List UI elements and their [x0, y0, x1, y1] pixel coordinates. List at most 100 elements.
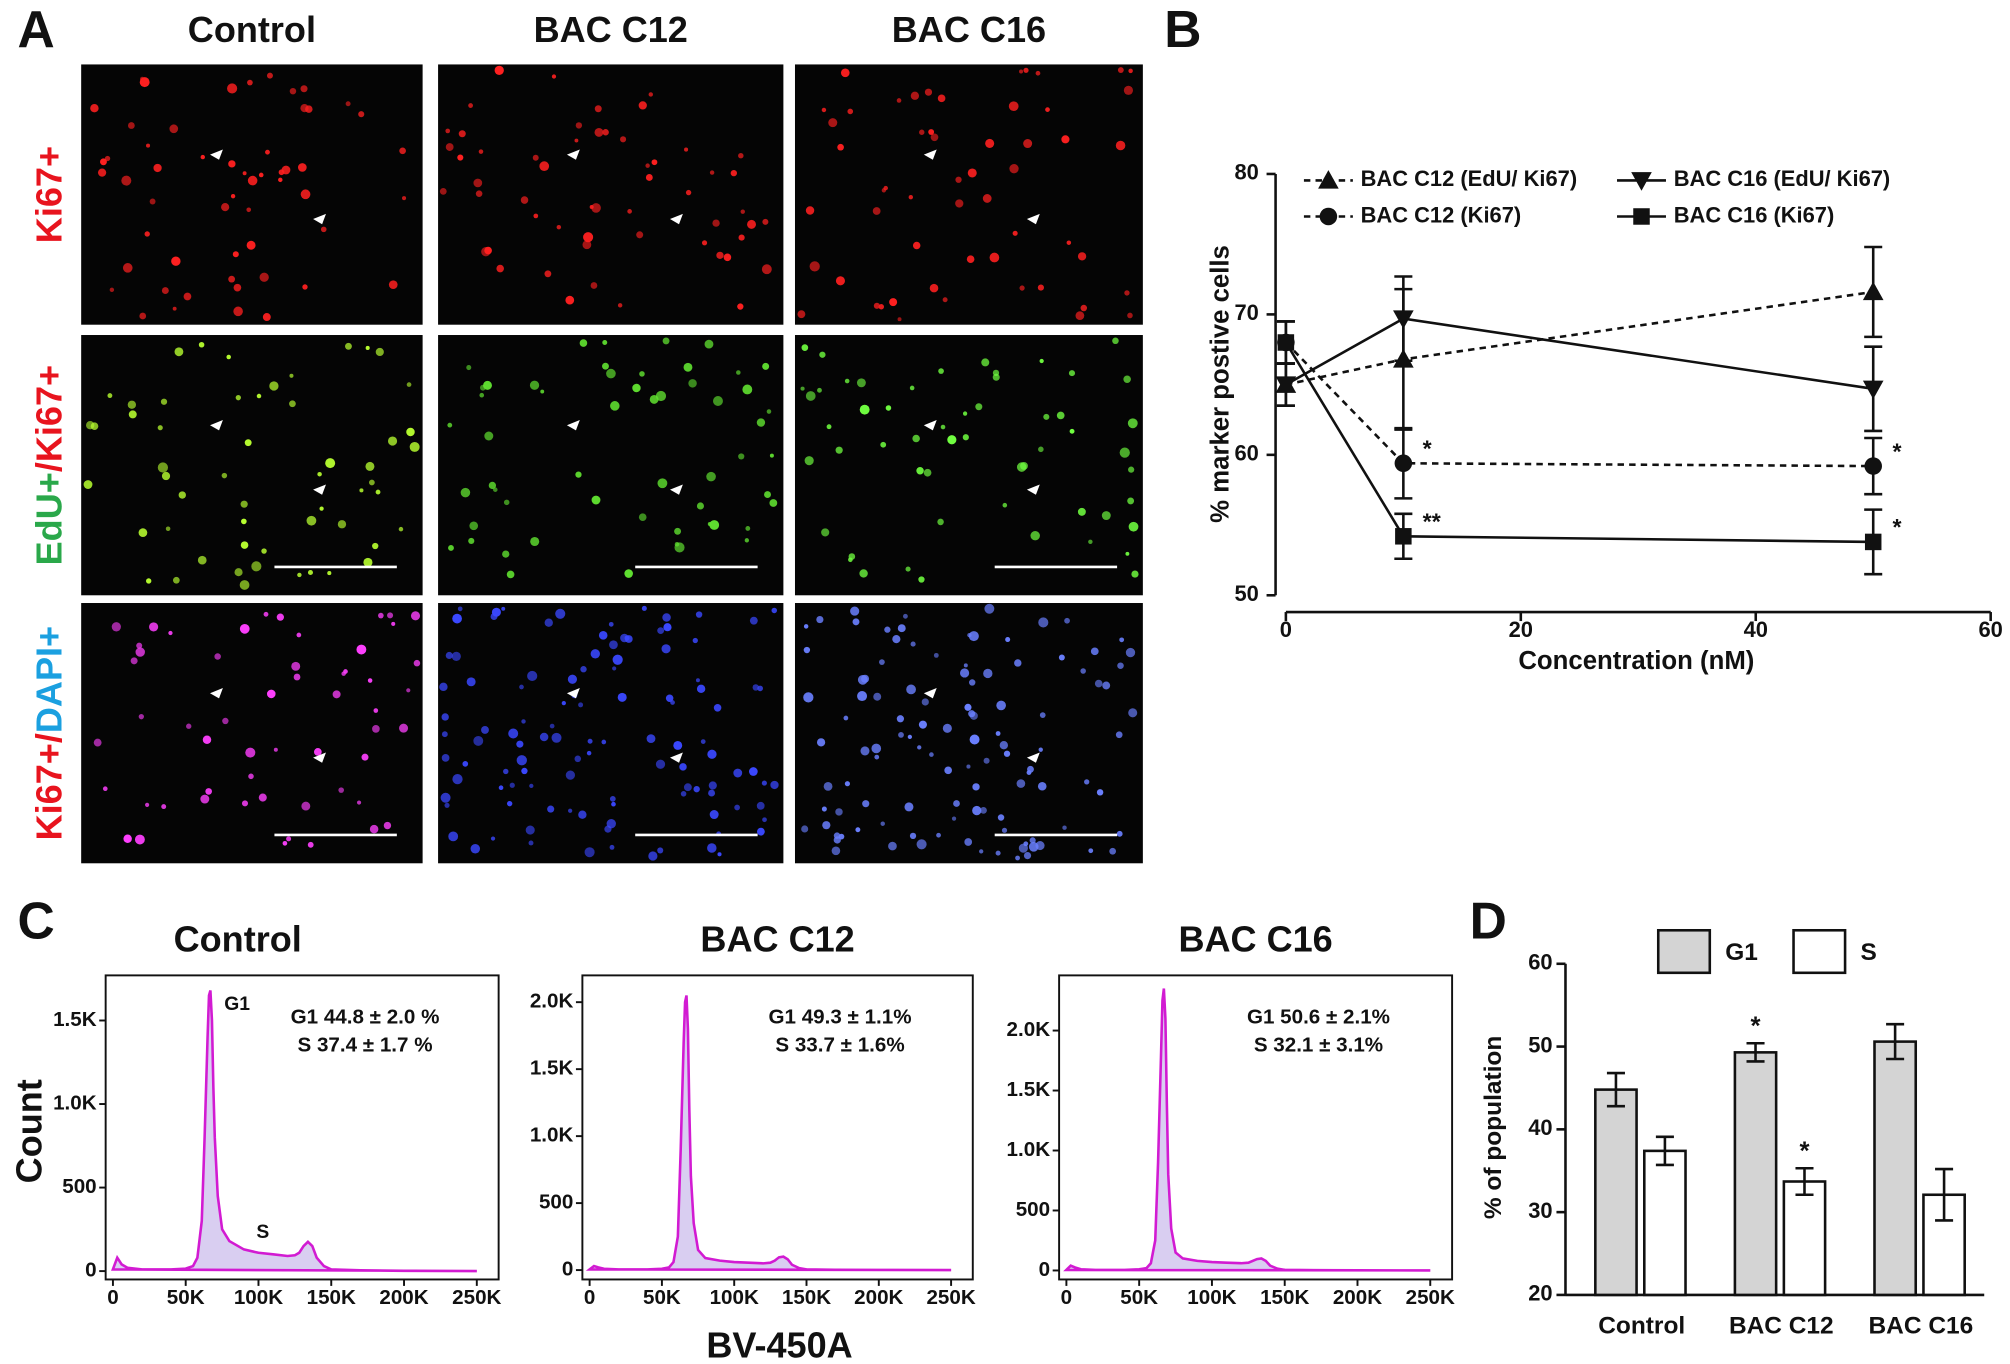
- cell: [529, 380, 540, 390]
- cell: [921, 698, 929, 706]
- cell: [999, 741, 1008, 750]
- cell: [983, 668, 993, 679]
- x-tick-label: 0: [584, 1286, 595, 1309]
- cell: [127, 400, 137, 409]
- cell: [226, 354, 231, 360]
- cell: [391, 621, 396, 626]
- cell: [907, 734, 913, 739]
- error-bar: [1795, 1166, 1814, 1197]
- plot-frame: [104, 974, 500, 1281]
- cell: [289, 87, 297, 95]
- y-tick-label: 40: [1528, 1115, 1552, 1140]
- column-title: Control: [188, 9, 316, 50]
- cell: [969, 734, 980, 745]
- cell: [611, 801, 616, 807]
- cell: [1109, 847, 1117, 855]
- cell: [127, 122, 135, 129]
- cell: [122, 263, 133, 273]
- cell: [822, 821, 831, 830]
- cell: [540, 389, 545, 394]
- cell: [826, 424, 832, 430]
- arrowhead: [923, 420, 937, 431]
- cell: [232, 251, 239, 258]
- cell: [871, 743, 882, 754]
- cell: [762, 362, 770, 370]
- cell: [679, 763, 687, 771]
- x-tick-label: 250K: [452, 1286, 501, 1309]
- bar: [1643, 1149, 1687, 1297]
- cell: [1080, 304, 1088, 312]
- cell: [670, 700, 675, 705]
- cell: [708, 781, 717, 790]
- cell: [478, 149, 484, 154]
- arrowhead: [210, 420, 223, 431]
- x-tick-label: 150K: [1260, 1286, 1309, 1309]
- cell: [831, 846, 841, 856]
- marker: [1394, 454, 1413, 473]
- cell: [245, 747, 256, 758]
- cell: [235, 394, 241, 401]
- cell: [1128, 68, 1133, 74]
- cell: [337, 520, 347, 529]
- cell: [985, 138, 995, 148]
- cell: [520, 196, 529, 204]
- cell: [964, 703, 972, 711]
- cell: [674, 541, 680, 547]
- x-tick-label: 0: [1280, 617, 1292, 642]
- row-label-part: DAPI+: [28, 626, 69, 733]
- cell: [457, 606, 463, 612]
- cell: [680, 791, 687, 797]
- cell: [713, 704, 722, 712]
- cell: [160, 398, 168, 405]
- cell: [246, 207, 252, 213]
- cell: [942, 723, 952, 733]
- cell: [373, 708, 379, 713]
- cell: [646, 734, 656, 744]
- cell: [590, 649, 600, 659]
- cell: [202, 735, 212, 744]
- y-tick-label: 2.0K: [530, 990, 574, 1013]
- cell: [909, 832, 917, 840]
- cell: [445, 651, 453, 659]
- x-tick-label: 0: [107, 1286, 118, 1309]
- x-tick-label: 60: [1978, 617, 2002, 642]
- cell: [102, 786, 108, 792]
- cell: [598, 631, 608, 640]
- cell: [645, 174, 653, 181]
- cell: [378, 612, 384, 619]
- cell: [663, 623, 672, 632]
- cell: [1119, 447, 1130, 458]
- cell: [549, 723, 555, 729]
- cell: [1127, 418, 1138, 429]
- cell: [896, 715, 905, 723]
- x-tick-label: 150K: [307, 1286, 356, 1309]
- plot-frame: [581, 974, 974, 1281]
- cell: [561, 701, 566, 706]
- cell: [447, 422, 453, 428]
- cell: [307, 569, 313, 576]
- cell: [266, 72, 273, 79]
- cell: [375, 489, 381, 495]
- cell: [448, 831, 459, 842]
- cell: [594, 127, 604, 137]
- cell: [460, 487, 471, 498]
- x-axis-label: BV-450A: [706, 1324, 852, 1364]
- cell: [286, 836, 292, 842]
- cell: [1056, 411, 1065, 420]
- cell: [205, 788, 213, 795]
- cell: [805, 206, 815, 215]
- cell: [529, 783, 534, 788]
- cell: [762, 817, 767, 823]
- cell: [924, 88, 933, 96]
- cell: [878, 304, 885, 310]
- cell: [837, 143, 844, 151]
- cell: [906, 684, 916, 695]
- cell: [247, 175, 258, 186]
- cell: [835, 808, 843, 816]
- cell: [521, 767, 528, 775]
- cell: [612, 666, 617, 671]
- cell: [982, 194, 992, 203]
- cell: [601, 739, 607, 745]
- cell: [723, 253, 732, 262]
- significance: *: [1893, 514, 1902, 540]
